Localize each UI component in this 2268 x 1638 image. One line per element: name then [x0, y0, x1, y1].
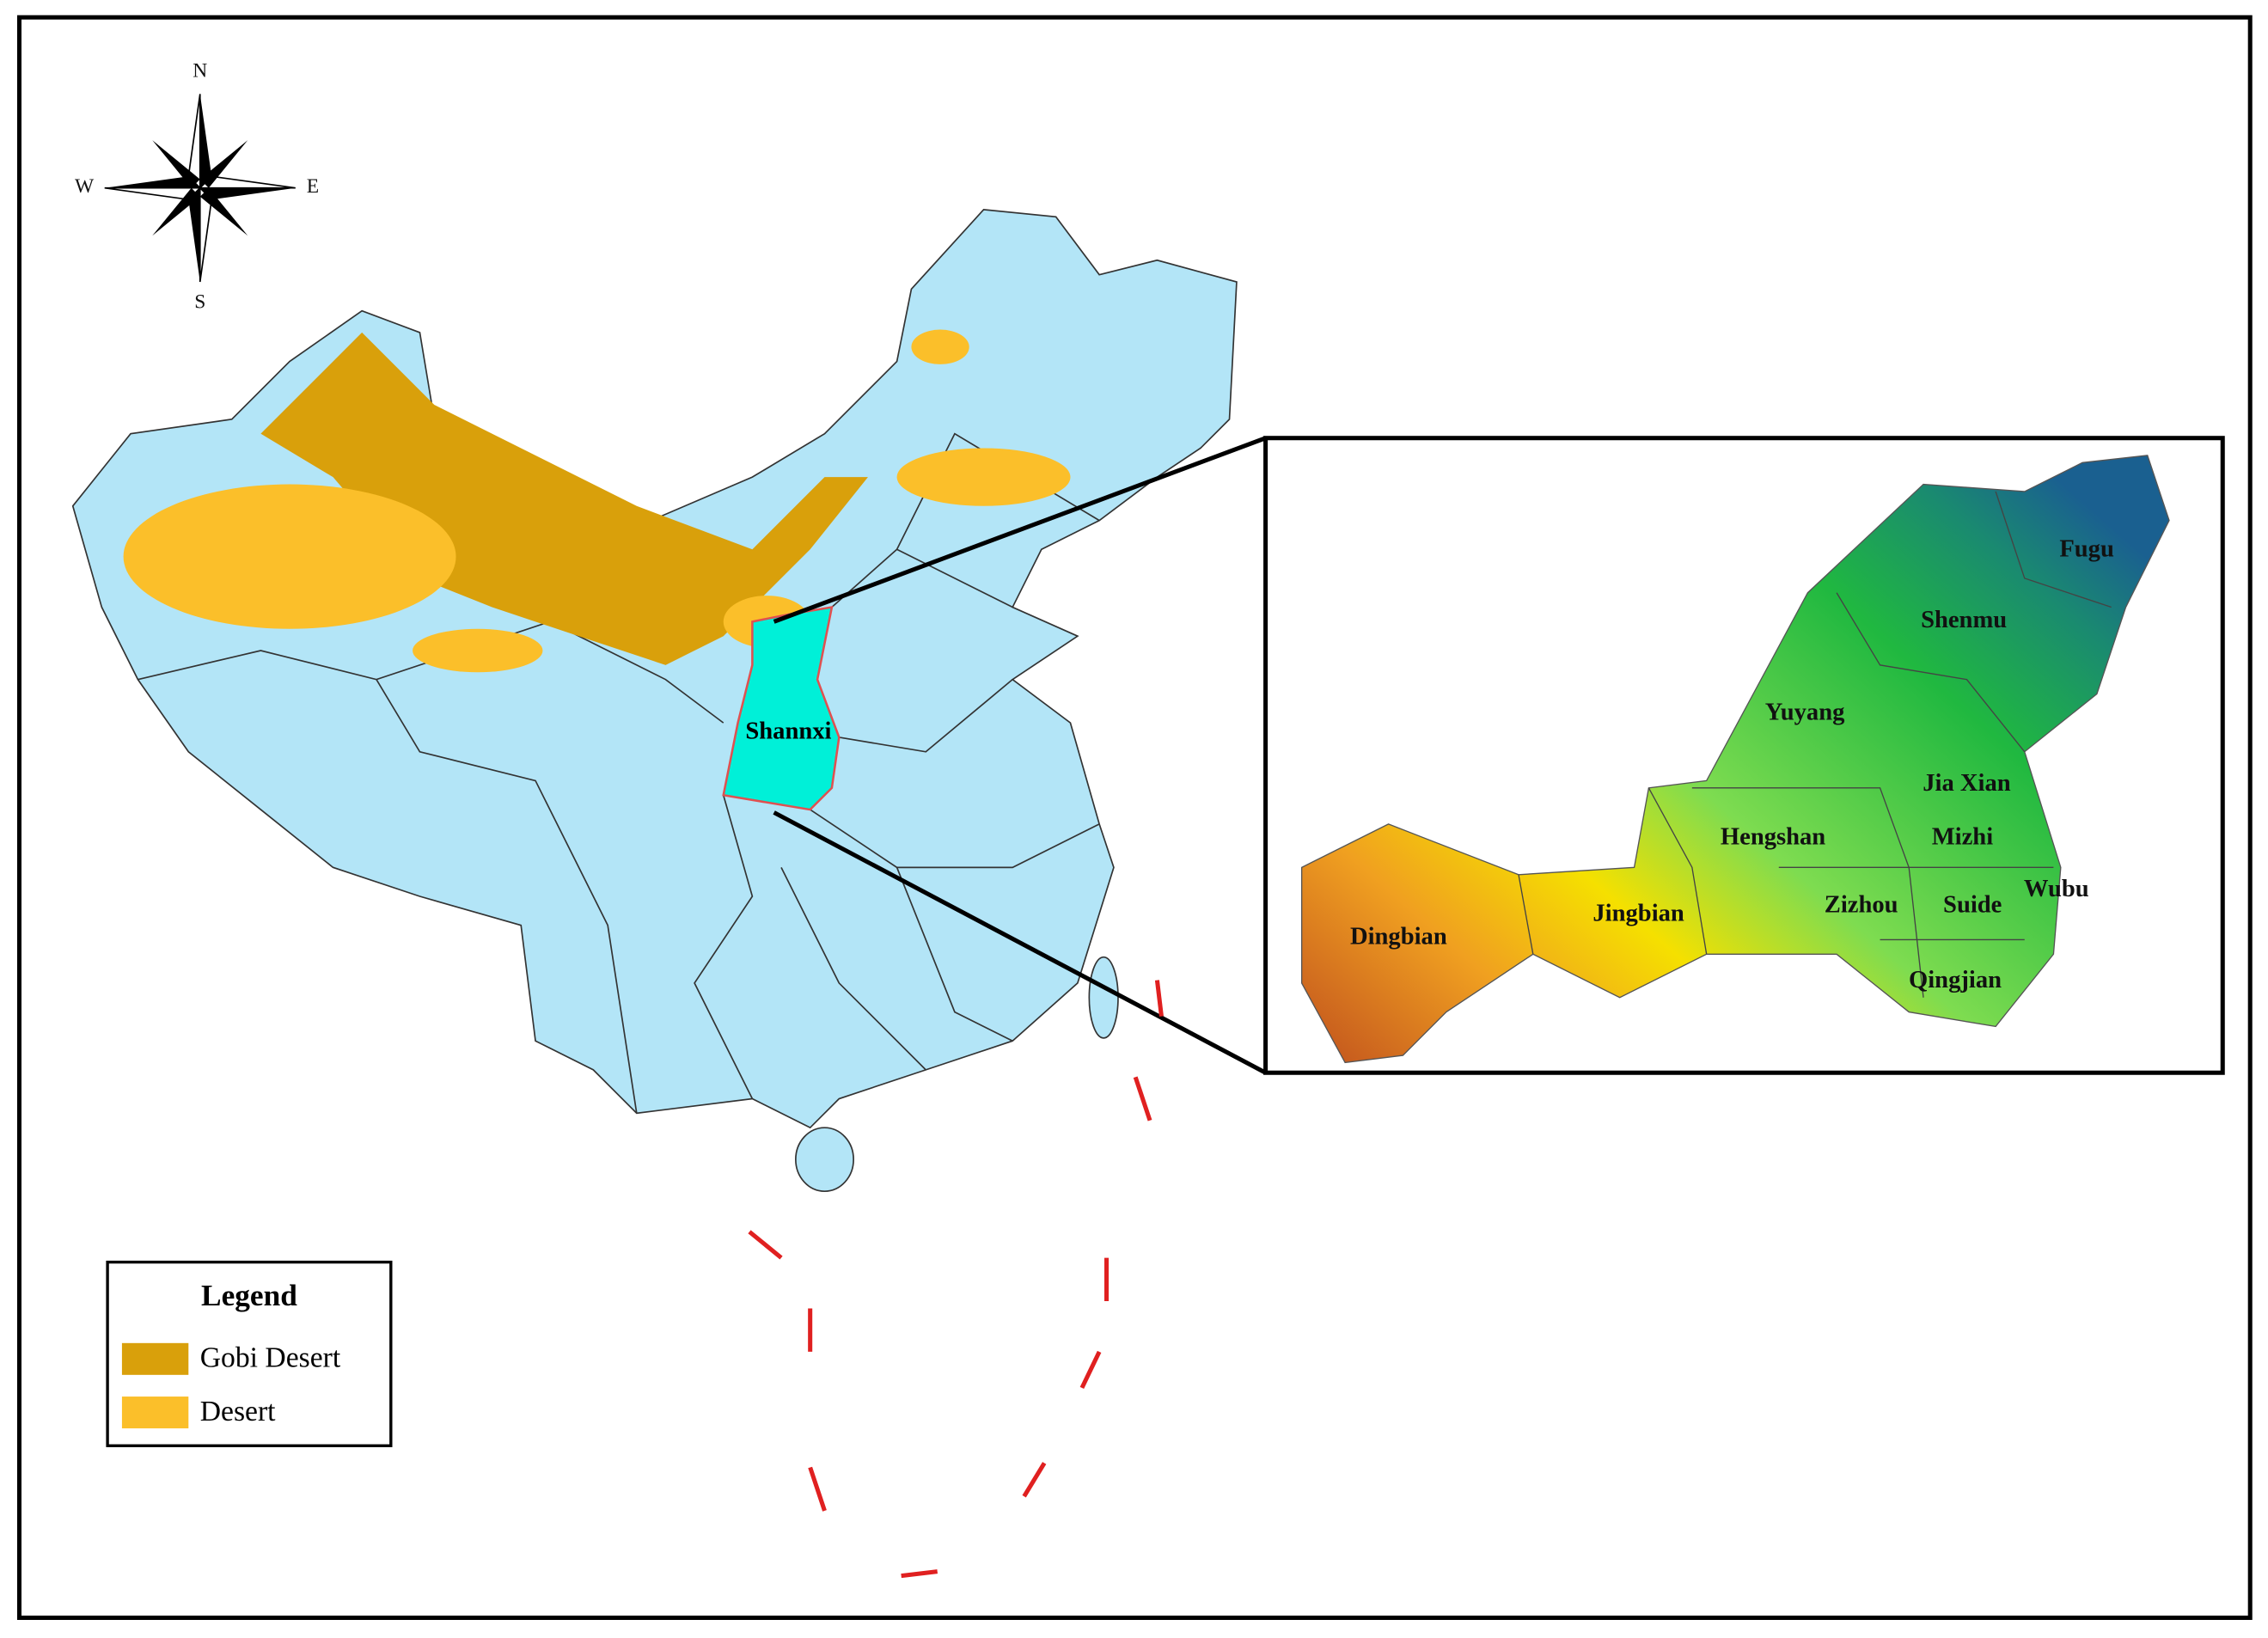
compass-west: W	[75, 175, 95, 198]
compass-south: S	[194, 291, 205, 314]
study-area-terrain	[1300, 455, 2170, 1064]
compass-point	[188, 187, 200, 283]
dash	[1022, 1462, 1047, 1498]
connector-line	[773, 810, 1267, 1075]
compass-east: E	[307, 175, 319, 198]
county-label: Hengshan	[1721, 823, 1825, 850]
county-label: Jingbian	[1592, 900, 1684, 926]
county-label: Fugu	[2059, 536, 2114, 563]
desert-area	[911, 329, 969, 364]
compass-point	[152, 187, 200, 236]
legend-label: Gobi Desert	[200, 1342, 341, 1374]
border	[1995, 491, 2112, 608]
hainan	[795, 1127, 854, 1193]
compass-north: N	[193, 60, 207, 83]
dash-line	[748, 980, 1164, 1579]
county-borders	[1518, 491, 2112, 998]
border	[810, 809, 1100, 869]
desert-area	[413, 628, 543, 673]
dash	[1079, 1350, 1102, 1390]
desert-area	[896, 448, 1071, 506]
compass-point	[104, 176, 200, 188]
border	[1518, 874, 1534, 955]
connector-line	[773, 436, 1267, 624]
compass-point	[199, 187, 248, 236]
dash	[808, 1466, 827, 1512]
shannxi-province	[722, 606, 841, 811]
dash	[1154, 980, 1164, 1017]
county-label: Shenmu	[1921, 607, 2007, 633]
compass-point	[199, 140, 248, 188]
border	[1691, 787, 1924, 998]
dash	[901, 1569, 938, 1579]
border	[780, 866, 926, 1071]
legend-label: Desert	[200, 1396, 276, 1427]
gobi-desert-area	[260, 332, 868, 665]
legend-swatch	[121, 1342, 189, 1375]
province-borders	[138, 432, 1100, 1114]
compass-point	[152, 140, 200, 188]
county-labels: Fugu Shenmu Yuyang Jia Xian Hengshan Miz…	[1350, 536, 2114, 993]
county-label: Yuyang	[1765, 700, 1845, 726]
legend-swatch	[121, 1397, 189, 1429]
compass-point	[199, 94, 212, 188]
county-label: Zizhou	[1825, 891, 1898, 918]
legend: Legend Gobi Desert Desert	[106, 1260, 393, 1447]
compass-rose: N S W E	[75, 60, 319, 314]
taiwan	[1088, 956, 1119, 1039]
county-label: Qingjian	[1909, 967, 2002, 993]
border	[896, 867, 1013, 1042]
province-label: Shannxi	[745, 718, 831, 744]
dash	[1133, 1076, 1152, 1122]
county-label: Wubu	[2024, 876, 2089, 902]
county-label: Suide	[1943, 891, 2002, 918]
border	[694, 795, 754, 1099]
border	[1648, 787, 1708, 955]
border	[839, 679, 1013, 753]
county-label: Jia Xian	[1923, 770, 2011, 797]
legend-title: Legend	[201, 1279, 297, 1312]
county-label: Mizhi	[1932, 823, 1993, 850]
border	[1836, 592, 2026, 753]
border	[376, 679, 638, 1114]
county-label: Dingbian	[1350, 923, 1447, 950]
compass-point	[199, 187, 296, 200]
desert-area	[123, 484, 456, 629]
dash	[748, 1230, 783, 1260]
